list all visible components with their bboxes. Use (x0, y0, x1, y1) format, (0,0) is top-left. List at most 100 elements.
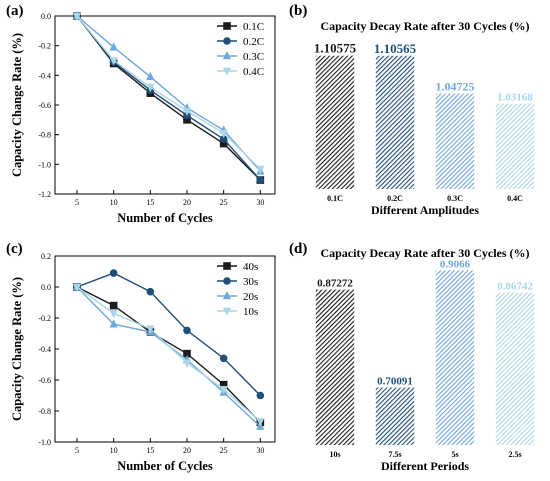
line-chart-2: 0.2 0.0 -0.2 -0.4 -0.6 -0.8 -1.0 5 10 15 20 25 30 Num… (10, 252, 276, 473)
x-tick-label: 30 (256, 446, 264, 455)
data-point (146, 287, 155, 296)
chart-title: Capacity Decay Rate after 30 Cycles (%) (320, 246, 529, 260)
x-tick-label: 20 (183, 198, 191, 207)
legend-marker (222, 67, 232, 76)
data-point (182, 107, 192, 116)
series-line-30s (76, 272, 261, 396)
y-tick-label: -1.0 (38, 438, 51, 447)
series-line-0.2C (76, 15, 261, 181)
bar-value-label: 0.9066 (440, 258, 471, 270)
x-tick-label: 20 (183, 446, 191, 455)
data-point (146, 325, 155, 334)
data-point (182, 359, 192, 368)
legend-label: 0.2C (243, 36, 264, 48)
bar-0.3C (435, 93, 475, 189)
y-tick-label: -0.8 (38, 131, 51, 140)
x-tick-label: 5 (75, 446, 79, 455)
x-tick-label: 0.2C (387, 194, 403, 203)
x-tick-label: 10 (110, 198, 118, 207)
bar-0.2C (375, 55, 415, 189)
y-tick-label: -1.2 (38, 190, 51, 199)
series-line-0.4C (76, 15, 261, 170)
data-point (256, 176, 265, 184)
data-point (109, 319, 118, 328)
data-point (109, 269, 118, 277)
legend-label: 40s (243, 261, 258, 273)
legend-label: 0.4C (243, 66, 264, 78)
series-line-20s (76, 286, 261, 428)
bar-value-label: 0.86742 (497, 281, 533, 293)
x-axis-label: Number of Cycles (117, 211, 213, 225)
plot-frame (54, 255, 276, 443)
bar-0.4C (495, 103, 535, 189)
y-tick-label: -0.2 (38, 314, 51, 323)
data-point (219, 354, 228, 363)
y-tick-label: -1.0 (38, 160, 51, 169)
legend-marker (223, 277, 231, 285)
legend-label: 0.3C (243, 51, 264, 63)
bar-value-label: 1.04725 (436, 80, 475, 94)
data-point (109, 57, 118, 66)
legend-label: 30s (243, 276, 258, 288)
x-tick-label: 15 (146, 198, 154, 207)
legend-label: 20s (243, 291, 258, 303)
legend-marker (223, 37, 231, 45)
bar-7.5s (375, 387, 415, 445)
x-tick-label: 0.1C (327, 194, 343, 203)
y-tick-label: 0.2 (41, 252, 51, 261)
y-tick-label: -0.2 (38, 42, 51, 51)
x-tick-label: 5s (451, 450, 458, 459)
y-axis-label: Capacity Change Rate (%) (10, 277, 24, 421)
x-axis-label: Different Amplitudes (371, 203, 479, 217)
line-chart-0: 0.0 -0.2 -0.4 -0.6 -0.8 -1.0 -1.2 5 10 15 20 25 30 Nu… (10, 11, 276, 225)
legend-marker (222, 291, 232, 300)
x-tick-label: 10s (329, 450, 340, 459)
bar-2.5s (495, 292, 535, 445)
bar-chart-1: Capacity Decay Rate after 30 Cycles (%) 1… (314, 19, 535, 217)
bar-5s (435, 270, 475, 445)
legend-label: 10s (243, 306, 258, 318)
data-point (109, 42, 118, 51)
y-tick-label: 0.0 (41, 12, 51, 21)
series-line-40s (76, 286, 261, 423)
bar-chart-3: Capacity Decay Rate after 30 Cycles (%)0… (315, 246, 535, 473)
series-line-0.1C (76, 15, 261, 181)
x-tick-label: 15 (146, 446, 154, 455)
x-tick-label: 25 (220, 446, 228, 455)
bar-value-label: 1.03168 (497, 92, 533, 104)
data-point (219, 386, 228, 395)
data-point (256, 165, 265, 174)
x-axis-label: Number of Cycles (117, 459, 213, 473)
panel-label-c: (c) (6, 241, 23, 257)
legend-marker (222, 51, 232, 60)
legend-label: 0.1C (243, 21, 264, 33)
data-point (109, 301, 118, 310)
series-line-10s (76, 286, 261, 422)
data-point (183, 326, 191, 335)
panel-label-b: (b) (289, 3, 308, 19)
plot-frame (54, 15, 276, 195)
x-tick-label: 10 (110, 446, 118, 455)
chart-title: Capacity Decay Rate after 30 Cycles (%) (320, 19, 529, 33)
y-tick-label: -0.6 (38, 376, 51, 385)
bar-value-label: 0.70091 (377, 376, 413, 388)
x-tick-label: 5 (75, 198, 79, 207)
bar-value-label: 1.10575 (314, 41, 357, 56)
panel-label-a: (a) (6, 3, 24, 19)
y-axis-label: Capacity Change Rate (%) (10, 33, 24, 177)
data-point (146, 71, 155, 81)
bar-10s (315, 289, 355, 445)
data-point (219, 129, 228, 139)
series-line-0.3C (76, 15, 261, 172)
x-tick-label: 7.5s (388, 450, 401, 459)
y-tick-label: -0.4 (38, 345, 51, 354)
y-tick-label: -0.8 (38, 407, 51, 416)
panel-label-d: (d) (289, 241, 308, 257)
x-tick-label: 0.3C (447, 194, 463, 203)
data-point (146, 83, 155, 93)
data-point (109, 310, 118, 319)
bar-value-label: 0.87272 (317, 278, 353, 290)
bar-0.1C (315, 55, 355, 190)
data-point (256, 391, 265, 400)
